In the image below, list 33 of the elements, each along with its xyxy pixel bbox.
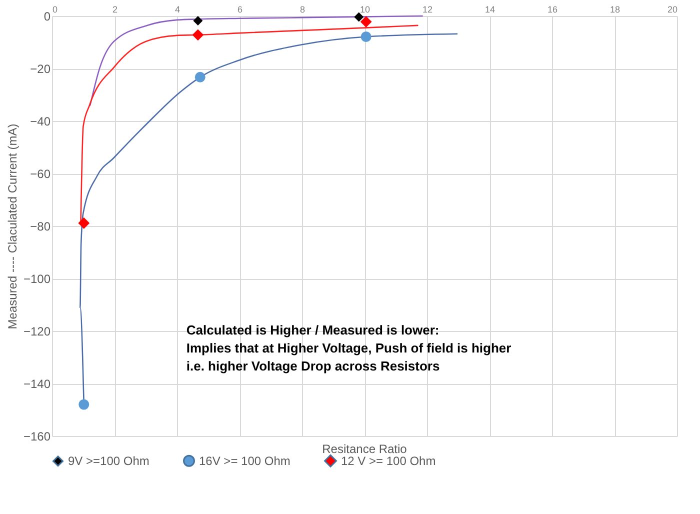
x-tick-label: 20 xyxy=(667,4,678,14)
point xyxy=(78,217,90,229)
y-tick-label: −100 xyxy=(23,272,51,286)
x-tick-label: 2 xyxy=(112,4,118,14)
y-tick-label: −40 xyxy=(30,114,51,128)
point xyxy=(194,72,206,82)
point xyxy=(78,399,90,410)
x-tick-label: 12 xyxy=(422,4,433,14)
x-tick-label: 0 xyxy=(52,4,58,14)
point xyxy=(354,12,364,22)
y-tick-label: −140 xyxy=(23,377,51,391)
legend-label: 12 V >= 100 Ohm xyxy=(341,454,436,468)
y-tick-label: −20 xyxy=(30,62,51,76)
x-tick-label: 4 xyxy=(174,4,180,14)
y-tick-label: −80 xyxy=(30,220,51,234)
point xyxy=(192,29,204,41)
point xyxy=(360,16,372,28)
x-axis-title: Resitance Ratio xyxy=(322,442,408,456)
y-tick-label: −120 xyxy=(23,324,51,338)
x-tick-label: 8 xyxy=(300,4,306,14)
y-axis-title: Measured ---- Claculated Current (mA) xyxy=(5,124,20,330)
x-tick-label: 10 xyxy=(360,4,370,14)
x-tick-label: 6 xyxy=(237,4,243,14)
x-tick-label: 18 xyxy=(610,4,620,14)
legend-label: 16V >= 100 Ohm xyxy=(199,454,290,468)
point xyxy=(193,16,203,26)
y-tick-label: −160 xyxy=(23,430,51,444)
legend-label: 9V >=100 Ohm xyxy=(68,454,150,468)
y-tick-label: −60 xyxy=(30,167,51,181)
x-tick-label: 14 xyxy=(484,4,496,14)
x-tick-label: 16 xyxy=(547,4,558,14)
point xyxy=(360,32,372,42)
annotation: Calculated is Higher / Measured is lower: Implies that at Higher Voltage, Push of field is higher i.e. higher Voltage Drop across Resistors xyxy=(186,322,512,374)
